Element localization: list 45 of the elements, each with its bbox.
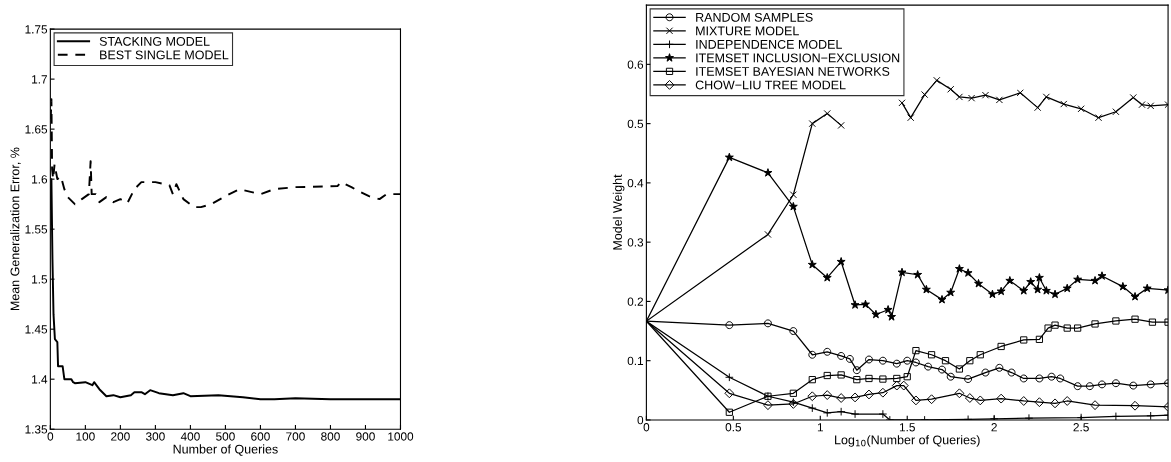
y-tick-label: 0 xyxy=(637,415,644,425)
y-tick-label: 0.6 xyxy=(627,60,644,69)
y-tick-label: 1.45 xyxy=(25,325,48,334)
y-tick-label: 1.35 xyxy=(25,425,48,434)
y-axis-title: Model Weight xyxy=(612,174,625,250)
legend-label: ITEMSET INCLUSION−EXCLUSION xyxy=(696,53,900,63)
y-tick-label: 0.3 xyxy=(627,238,644,247)
y-tick-label: 0.5 xyxy=(627,119,644,129)
legend-label: ITEMSET BAYESIAN NETWORKS xyxy=(696,67,890,76)
y-tick-label: 1.5 xyxy=(32,275,48,284)
x-tick-label: 1 xyxy=(817,423,823,432)
y-tick-label: 1.55 xyxy=(25,225,48,234)
x-tick-label: 300 xyxy=(145,432,165,441)
y-tick-label: 0.2 xyxy=(627,297,644,306)
y-tick-label: 1.7 xyxy=(32,75,47,84)
legend-label: STACKING MODEL xyxy=(99,36,210,46)
x-tick-label: 600 xyxy=(251,432,270,441)
y-tick-label: 0.1 xyxy=(627,356,644,366)
x-tick-label: 700 xyxy=(286,432,305,441)
y-tick-label: 0.4 xyxy=(627,178,644,188)
x-tick-label: 1000 xyxy=(388,432,414,441)
x-tick-label: 0.5 xyxy=(725,423,742,432)
y-axis-title: Mean Generalization Error, % xyxy=(10,147,21,311)
x-axis-title: Number of Queries xyxy=(173,444,278,456)
x-tick-label: 1.5 xyxy=(899,423,915,432)
x-tick-label: 500 xyxy=(216,432,235,441)
x-tick-label: 100 xyxy=(76,432,95,441)
legend-label: CHOW−LIU TREE MODEL xyxy=(695,80,846,90)
x-tick-label: 2 xyxy=(991,423,997,432)
x-axis-title: Log$_{10}$(Number of Queries) xyxy=(835,435,980,447)
legend-label: INDEPENDENCE MODEL xyxy=(696,39,842,49)
y-tick-label: 1.4 xyxy=(32,375,48,384)
x-tick-label: 200 xyxy=(111,432,130,441)
x-tick-label: 0 xyxy=(643,423,650,432)
x-tick-label: 2.5 xyxy=(1073,423,1089,432)
legend-label: RANDOM SAMPLES xyxy=(696,12,813,22)
x-tick-label: 400 xyxy=(180,432,200,441)
legend-label: BEST SINGLE MODEL xyxy=(100,50,229,60)
y-tick-label: 1.65 xyxy=(25,125,48,134)
x-tick-label: 800 xyxy=(321,432,340,441)
x-tick-label: 0 xyxy=(47,432,54,441)
legend-label: MIXTURE MODEL xyxy=(696,26,799,36)
x-tick-label: 900 xyxy=(356,432,375,441)
y-tick-label: 1.75 xyxy=(25,25,48,34)
y-tick-label: 1.6 xyxy=(32,175,48,184)
